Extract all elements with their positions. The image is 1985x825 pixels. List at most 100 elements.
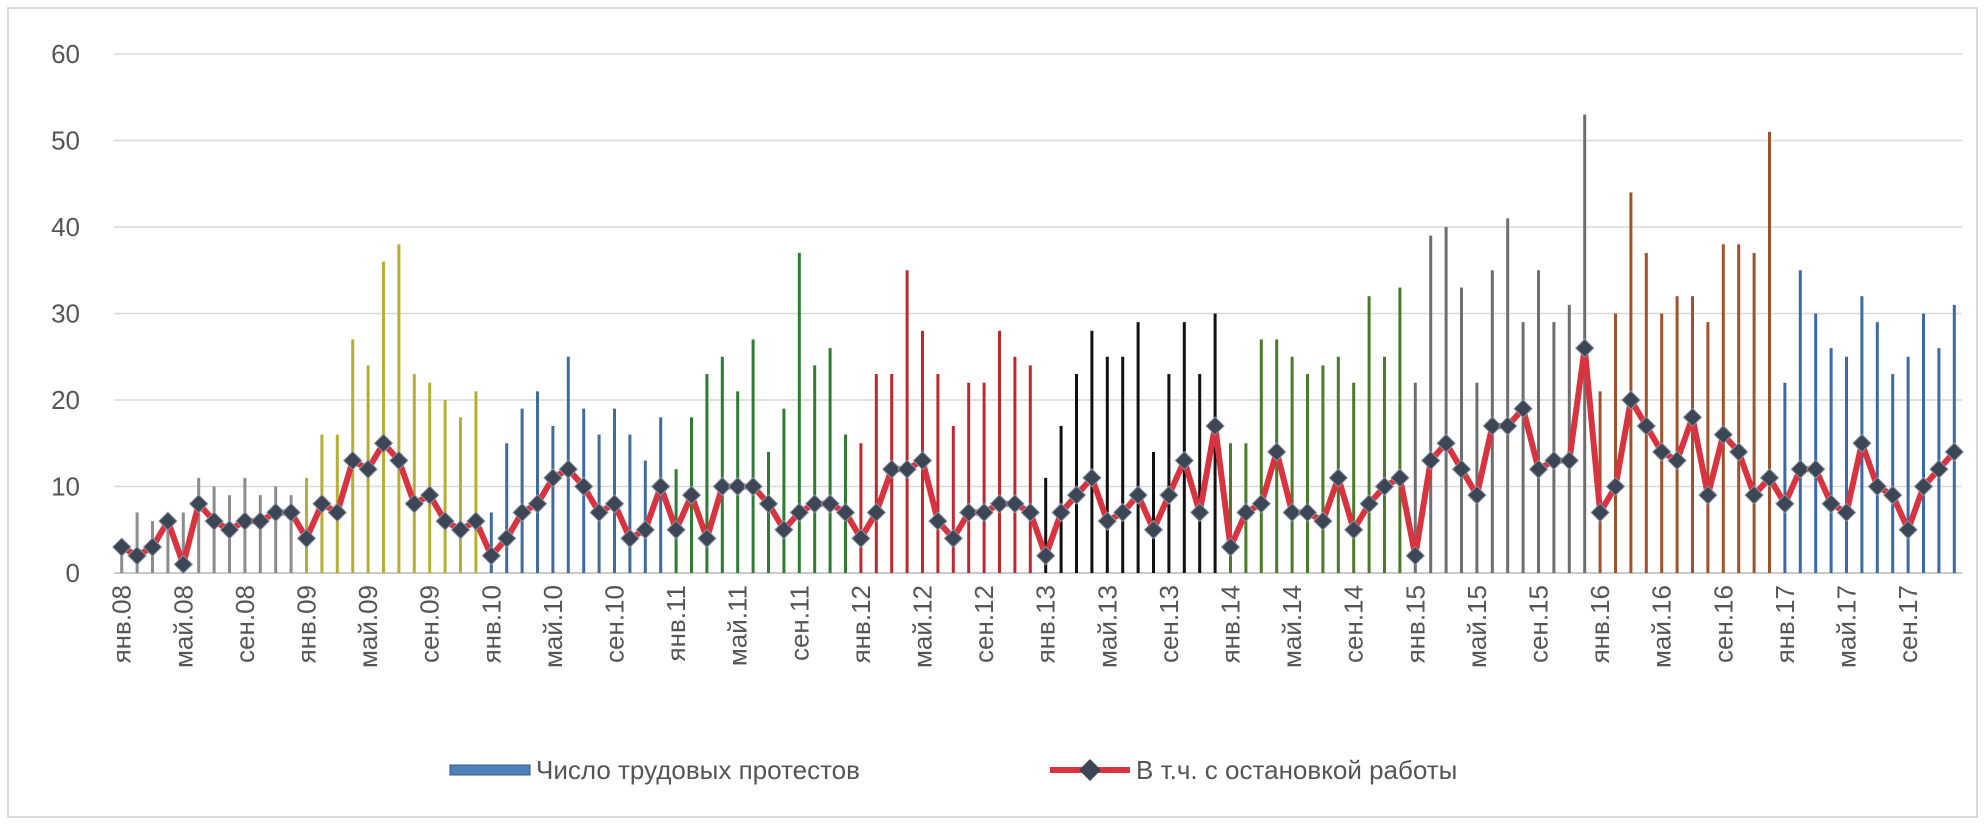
marker <box>1143 520 1164 540</box>
bar <box>874 374 878 573</box>
bar <box>1167 374 1171 573</box>
bar <box>1429 235 1433 573</box>
bar <box>1552 322 1556 573</box>
bar <box>412 374 416 573</box>
bar <box>289 495 293 573</box>
bar <box>382 261 385 573</box>
marker <box>1051 502 1071 523</box>
marker <box>1405 545 1426 566</box>
marker <box>1374 476 1395 497</box>
x-tick-label: май.09 <box>353 585 383 668</box>
marker <box>1467 485 1487 505</box>
marker <box>1297 502 1318 523</box>
bar <box>443 400 447 573</box>
chart-frame <box>7 7 1978 818</box>
marker <box>743 476 763 497</box>
marker <box>1066 485 1087 505</box>
marker <box>1328 468 1349 488</box>
bar <box>1152 451 1155 573</box>
marker <box>188 494 209 514</box>
x-tick-label: янв.17 <box>1770 585 1800 663</box>
marker <box>342 450 363 471</box>
marker <box>481 545 502 566</box>
y-tick-label: 50 <box>51 126 80 156</box>
legend-marker <box>1079 759 1101 781</box>
bar <box>1706 322 1710 573</box>
marker <box>604 494 625 514</box>
bar <box>1398 287 1402 573</box>
marker <box>1251 494 1272 514</box>
bar <box>505 443 509 573</box>
marker <box>558 459 579 479</box>
marker <box>804 494 825 514</box>
marker <box>1651 442 1672 462</box>
marker <box>373 433 394 453</box>
bar <box>951 425 955 573</box>
marker <box>1436 433 1456 453</box>
marker <box>1590 502 1610 523</box>
marker <box>404 494 425 514</box>
bar <box>1691 296 1694 573</box>
marker <box>158 511 178 531</box>
bar <box>1521 322 1525 573</box>
marker <box>466 511 486 531</box>
x-tick-label: сен.09 <box>415 585 445 663</box>
bar <box>305 477 308 573</box>
marker <box>1282 502 1302 523</box>
marker <box>1728 442 1749 462</box>
marker <box>1097 511 1118 531</box>
marker <box>543 468 563 488</box>
x-tick-label: янв.12 <box>846 585 876 663</box>
y-tick-label: 0 <box>66 558 80 588</box>
bar <box>1182 322 1186 573</box>
x-tick-label: сен.15 <box>1524 585 1554 663</box>
marker <box>573 476 594 497</box>
x-tick-label: май.08 <box>168 585 198 668</box>
marker <box>1189 502 1210 523</box>
marker <box>1513 398 1533 419</box>
bar <box>1783 382 1787 573</box>
bar <box>1259 339 1263 573</box>
marker <box>1266 442 1287 462</box>
bar <box>1752 252 1756 573</box>
bar <box>982 382 986 573</box>
marker <box>1451 459 1472 479</box>
bar <box>1875 322 1879 573</box>
x-tick-label: сен.11 <box>784 585 814 661</box>
legend-label: В т.ч. с остановкой работы <box>1136 755 1457 785</box>
bar <box>274 486 278 573</box>
bar <box>613 408 616 573</box>
marker <box>435 511 455 531</box>
x-tick-label: сен.08 <box>230 585 260 663</box>
bar <box>459 417 462 573</box>
x-tick-label: янв.13 <box>1031 585 1061 663</box>
bar <box>197 477 201 573</box>
y-tick-label: 60 <box>51 39 80 69</box>
marker <box>666 520 686 540</box>
bar <box>1768 131 1771 573</box>
bar <box>166 529 170 573</box>
marker <box>866 502 887 523</box>
marker <box>835 502 856 523</box>
marker <box>1343 520 1364 540</box>
bar <box>1121 356 1125 573</box>
marker <box>312 494 332 514</box>
x-tick-label: сен.13 <box>1154 585 1184 663</box>
bar <box>1814 313 1818 573</box>
marker <box>296 528 317 549</box>
x-tick-label: май.12 <box>908 585 938 668</box>
marker <box>1882 485 1903 505</box>
bar <box>1906 356 1910 573</box>
x-tick-label: май.16 <box>1647 585 1677 668</box>
bar <box>1028 365 1032 573</box>
x-tick-label: сен.12 <box>969 585 999 663</box>
marker <box>943 528 964 549</box>
marker <box>265 502 286 523</box>
bar <box>643 460 647 573</box>
marker <box>496 528 517 549</box>
marker <box>758 494 779 514</box>
marker <box>512 502 532 523</box>
marker <box>1497 416 1518 436</box>
bar <box>1198 374 1202 573</box>
bar <box>397 244 401 574</box>
